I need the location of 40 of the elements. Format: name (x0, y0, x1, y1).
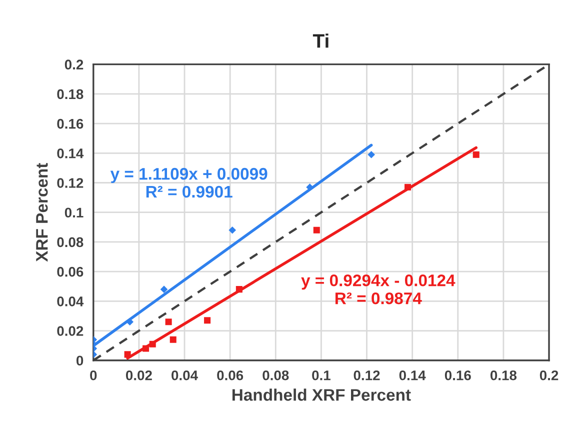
x-tick-label: 0 (90, 370, 97, 380)
y-tick-label: 0.02 (57, 326, 84, 336)
annotation: y = 0.9294x - 0.0124 R² = 0.9874 (301, 274, 456, 304)
point (368, 150, 375, 158)
y-tick-label: 0.14 (57, 148, 84, 158)
x-tick-label: 0.14 (399, 370, 426, 380)
x-tick-label: 0.08 (262, 370, 289, 380)
chart-title: Ti (312, 34, 328, 48)
y-tick-label: 0.18 (57, 89, 84, 100)
x-tick-label: 0.04 (172, 370, 198, 380)
y-tick-label: 0.08 (57, 237, 84, 248)
annotation: y = 1.1109x + 0.0099 R² = 0.9901 (110, 168, 268, 198)
x-tick-label: 0.2 (540, 370, 558, 380)
point (165, 318, 172, 326)
point (404, 184, 412, 190)
point (170, 336, 176, 343)
x-tick-label: 0.18 (490, 370, 517, 380)
y-tick-label: 0.1 (64, 208, 84, 218)
point (236, 286, 242, 293)
y-tick-label: 0 (76, 356, 84, 366)
point (228, 226, 236, 234)
point (124, 351, 131, 358)
y-axis-title: XRF Percent (36, 163, 48, 262)
y-tick-label: 0.04 (57, 296, 84, 306)
point (472, 151, 480, 158)
x-tick-label: 0.16 (444, 370, 471, 380)
point (142, 345, 150, 352)
x-tick-label: 0.12 (354, 370, 380, 380)
y-tick-label: 0.2 (64, 60, 84, 70)
x-tick-label: 0.1 (312, 370, 330, 380)
y-tick-label: 0.06 (57, 266, 84, 277)
x-axis-title: Handheld XRF Percent (232, 388, 411, 401)
point (204, 317, 211, 324)
y-tick-label: 0.16 (57, 118, 84, 129)
point (313, 226, 320, 234)
y-tick-label: 0.12 (57, 178, 84, 188)
x-tick-label: 0.02 (126, 370, 152, 380)
point (149, 340, 156, 348)
point (160, 286, 168, 293)
x-tick-label: 0.06 (217, 370, 244, 380)
